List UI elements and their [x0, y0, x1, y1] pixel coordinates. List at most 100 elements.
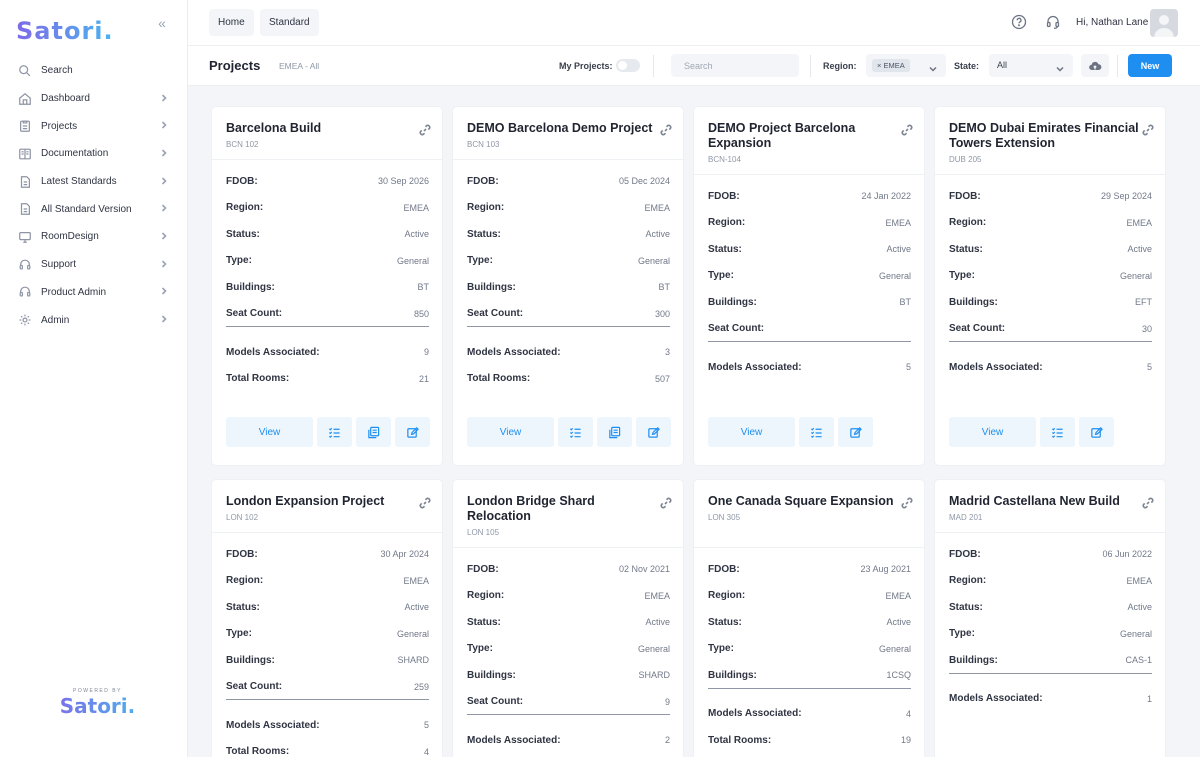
- logo-text: Satori.: [16, 17, 114, 45]
- project-card[interactable]: DEMO Dubai Emirates Financial Towers Ext…: [935, 107, 1165, 465]
- link-icon[interactable]: [901, 496, 915, 510]
- view-button[interactable]: View: [467, 417, 554, 447]
- field-value: General: [396, 255, 429, 266]
- field-value: 30 Sep 2026: [377, 176, 429, 186]
- checklist-button[interactable]: [317, 417, 352, 447]
- chevron-down-icon: [1055, 61, 1065, 72]
- field-value: 5: [423, 720, 429, 730]
- project-card[interactable]: London Expansion Project LON 102 FDOB: 30 A…: [212, 480, 442, 757]
- field-value: 4: [423, 746, 429, 757]
- checklist-button[interactable]: [799, 417, 834, 447]
- edit-button[interactable]: [838, 417, 873, 447]
- sidebar-item-product-admin[interactable]: Product Admin: [0, 279, 188, 307]
- card-header: DEMO Project Barcelona Expansion BCN-104: [708, 121, 898, 164]
- avatar[interactable]: [1150, 9, 1178, 37]
- field-value: EMEA: [885, 590, 911, 601]
- sidebar-item-dashboard[interactable]: Dashboard: [0, 85, 188, 113]
- cloud-upload-button[interactable]: [1081, 54, 1109, 77]
- state-select[interactable]: All: [989, 54, 1073, 77]
- project-code: BCN 103: [467, 140, 500, 149]
- app-logo[interactable]: Satori.: [16, 16, 114, 46]
- project-card[interactable]: Barcelona Build BCN 102 FDOB: 30 Sep 2026 Re…: [212, 107, 442, 465]
- edit-button[interactable]: [636, 417, 671, 447]
- link-icon[interactable]: [419, 496, 433, 510]
- link-icon[interactable]: [1142, 123, 1156, 137]
- project-card[interactable]: DEMO Barcelona Demo Project BCN 103 FDOB: 0…: [453, 107, 683, 465]
- region-field: Region: EMEA: [708, 216, 911, 230]
- models-associated-field: Models Associated: 1: [949, 692, 1152, 706]
- link-icon[interactable]: [660, 496, 674, 510]
- seat-count-field: Seat Count: 9: [467, 695, 670, 709]
- sidebar-item-latest-standards[interactable]: Latest Standards: [0, 168, 188, 196]
- checklist-icon: [810, 427, 822, 438]
- edit-button[interactable]: [1079, 417, 1114, 447]
- chevron-right-icon: [160, 315, 170, 325]
- buildings-field: Buildings: BT: [467, 280, 670, 294]
- help-icon[interactable]: [1011, 14, 1029, 32]
- link-icon[interactable]: [660, 123, 674, 137]
- field-value: Active: [886, 617, 911, 627]
- sidebar-item-label: Documentation: [41, 148, 109, 160]
- checklist-button[interactable]: [1040, 417, 1075, 447]
- file-icon: [17, 174, 32, 189]
- collapse-sidebar-icon[interactable]: «: [158, 15, 166, 31]
- edit-icon: [648, 426, 660, 438]
- seat-count-field: Seat Count: 259: [226, 680, 429, 694]
- view-button[interactable]: View: [708, 417, 795, 447]
- field-value: SHARD: [397, 655, 429, 665]
- copy-button[interactable]: [597, 417, 632, 447]
- field-label: Seat Count:: [467, 696, 524, 707]
- type-field: Type: General: [226, 254, 429, 268]
- project-card[interactable]: London Bridge Shard Relocation LON 105 FDO…: [453, 480, 683, 757]
- sidebar-item-roomdesign[interactable]: RoomDesign: [0, 223, 188, 251]
- tab-standard[interactable]: Standard: [260, 9, 319, 36]
- edit-button[interactable]: [395, 417, 430, 447]
- field-label: Status:: [708, 616, 742, 628]
- card-divider: [949, 672, 1152, 674]
- status-field: Status: Active: [226, 600, 429, 614]
- view-button[interactable]: View: [226, 417, 313, 447]
- project-card[interactable]: One Canada Square Expansion LON 305 FDOB: 2…: [694, 480, 924, 757]
- field-value: 4: [905, 708, 911, 719]
- field-value: General: [878, 270, 911, 281]
- field-label: Buildings:: [467, 669, 516, 681]
- project-card[interactable]: DEMO Project Barcelona Expansion BCN-104 F…: [694, 107, 924, 465]
- project-title: London Bridge Shard Relocation: [467, 494, 595, 523]
- view-button[interactable]: View: [949, 417, 1036, 447]
- card-divider: [226, 699, 429, 700]
- checklist-button[interactable]: [558, 417, 593, 447]
- link-icon[interactable]: [419, 123, 433, 137]
- sidebar-item-search[interactable]: Search: [0, 57, 188, 85]
- field-label: Type:: [949, 270, 975, 281]
- field-label: FDOB:: [949, 548, 981, 560]
- region-select[interactable]: × EMEA: [866, 54, 946, 77]
- new-project-button[interactable]: New: [1128, 54, 1172, 77]
- powered-by: POWERED BY Satori.: [50, 688, 145, 718]
- sidebar-item-documentation[interactable]: Documentation: [0, 140, 188, 168]
- my-projects-toggle[interactable]: [616, 59, 640, 72]
- status-field: Status: Active: [467, 615, 670, 629]
- link-icon[interactable]: [1142, 496, 1156, 510]
- headset-icon[interactable]: [1045, 14, 1063, 32]
- field-label: Region:: [467, 590, 505, 601]
- sidebar-item-all-standard-version[interactable]: All Standard Version: [0, 195, 188, 223]
- field-value: Active: [1127, 244, 1152, 254]
- sidebar-item-admin[interactable]: Admin: [0, 306, 188, 334]
- tab-home[interactable]: Home: [209, 9, 254, 36]
- region-chip[interactable]: × EMEA: [872, 59, 910, 72]
- chevron-right-icon: [160, 149, 170, 159]
- card-separator: [453, 159, 683, 160]
- card-header: DEMO Dubai Emirates Financial Towers Ext…: [949, 121, 1139, 164]
- type-field: Type: General: [226, 627, 429, 641]
- search-input[interactable]: [671, 54, 799, 77]
- monitor-icon: [17, 229, 32, 244]
- copy-button[interactable]: [356, 417, 391, 447]
- field-value: EMEA: [644, 202, 670, 213]
- link-icon[interactable]: [901, 123, 915, 137]
- powered-by-label: POWERED BY: [73, 688, 122, 694]
- field-label: Models Associated:: [708, 708, 802, 719]
- sidebar-item-support[interactable]: Support: [0, 251, 188, 279]
- project-card[interactable]: Madrid Castellana New Build MAD 201 FDOB: 0…: [935, 480, 1165, 757]
- sidebar-item-projects[interactable]: Projects: [0, 112, 188, 140]
- models-associated-field: Models Associated: 5: [949, 360, 1152, 374]
